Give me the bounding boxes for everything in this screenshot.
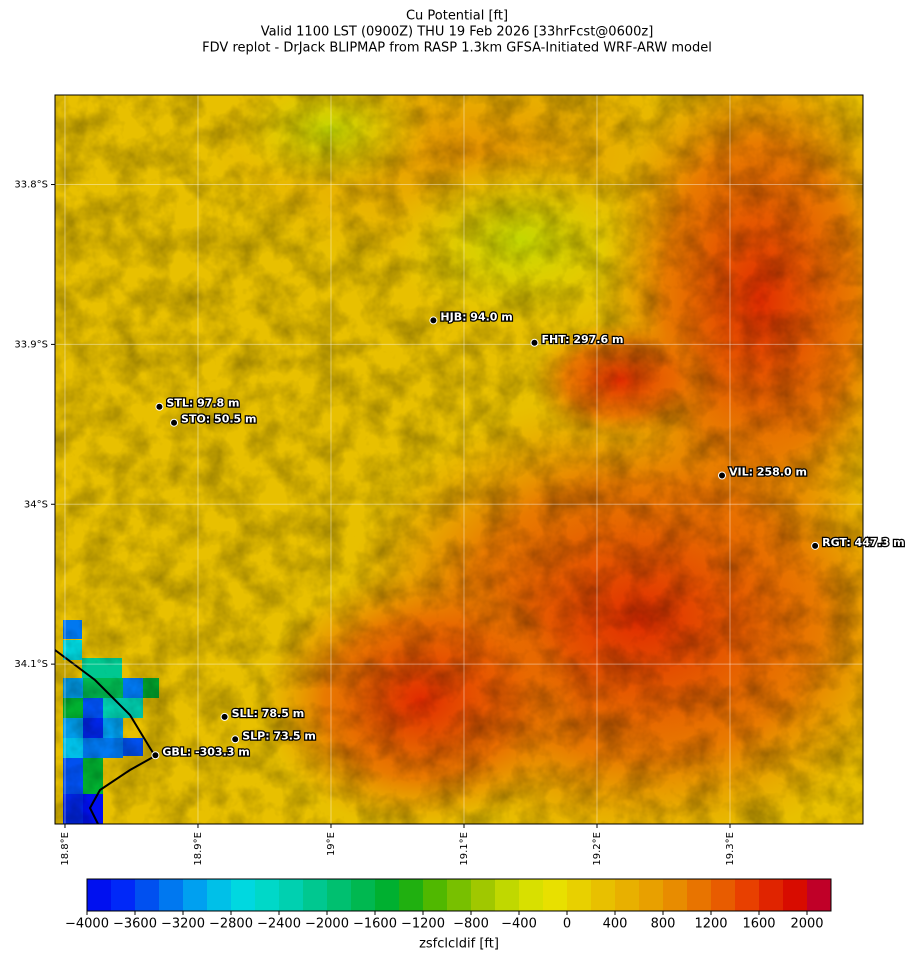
colorbar-tick-label: −3200 bbox=[161, 917, 205, 932]
colorbar-swatch bbox=[207, 879, 232, 911]
y-tick-label: 34°S bbox=[24, 499, 48, 510]
map-field bbox=[55, 95, 863, 824]
station-marker bbox=[220, 712, 229, 721]
colorbar-swatch bbox=[759, 879, 784, 911]
colorbar-tick-label: −2800 bbox=[209, 917, 253, 932]
station-label: HJB: 94.0 m bbox=[440, 310, 512, 323]
station-marker bbox=[170, 418, 179, 427]
colorbar-swatch bbox=[159, 879, 184, 911]
colorbar-swatch bbox=[255, 879, 280, 911]
colorbar-tick-label: −3600 bbox=[113, 917, 157, 932]
colorbar-swatch bbox=[375, 879, 400, 911]
station-label: STL: 97.8 m bbox=[166, 397, 239, 410]
colorbar-swatch bbox=[303, 879, 328, 911]
station-label: SLP: 73.5 m bbox=[242, 729, 316, 742]
colorbar-swatch bbox=[183, 879, 208, 911]
colorbar-swatch bbox=[591, 879, 616, 911]
x-tick-label: 18.9°E bbox=[193, 832, 204, 866]
colorbar-swatch bbox=[639, 879, 664, 911]
station-marker bbox=[530, 338, 539, 347]
colorbar-swatch bbox=[543, 879, 568, 911]
subtitle: FDV replot - DrJack BLIPMAP from RASP 1.… bbox=[202, 41, 712, 56]
colorbar-swatch bbox=[687, 879, 712, 911]
map-frame bbox=[54, 94, 864, 825]
colorbar-label: zsfclcldif [ft] bbox=[419, 937, 499, 952]
colorbar-swatch bbox=[231, 879, 256, 911]
colorbar-swatch bbox=[423, 879, 448, 911]
colorbar-swatch bbox=[471, 879, 496, 911]
station-label: FHT: 297.6 m bbox=[541, 333, 623, 346]
station-label: VIL: 258.0 m bbox=[729, 465, 807, 478]
colorbar: −4000 −3600 −3200 −2800 −2400 −2000 −1600 −1200… bbox=[65, 878, 832, 932]
y-tick-label: 33.8°S bbox=[14, 180, 48, 191]
colorbar-swatch bbox=[135, 879, 160, 911]
colorbar-tick-label: 0 bbox=[563, 917, 571, 932]
station-label: STO: 50.5 m bbox=[181, 413, 256, 426]
colorbar-swatch bbox=[519, 879, 544, 911]
grid bbox=[55, 95, 863, 824]
colorbar-swatch bbox=[399, 879, 424, 911]
colorbar-swatch bbox=[615, 879, 640, 911]
colorbar-swatch bbox=[711, 879, 736, 911]
colorbar-tick-label: −1600 bbox=[353, 917, 397, 932]
colorbar-tick-label: 1600 bbox=[742, 917, 775, 932]
colorbar-tick-label: 800 bbox=[651, 917, 676, 932]
terrain-texture bbox=[55, 95, 863, 824]
y-tick-label: 34.1°S bbox=[14, 659, 48, 670]
station-label: RGT: 447.3 m bbox=[822, 536, 905, 549]
x-tick-label: 19°E bbox=[326, 832, 337, 856]
station-marker bbox=[231, 735, 240, 744]
colorbar-swatch bbox=[807, 879, 832, 911]
subtitle: Valid 1100 LST (0900Z) THU 19 Feb 2026 [… bbox=[261, 25, 654, 40]
colorbar-swatch bbox=[567, 879, 592, 911]
x-tick-label: 19.2°E bbox=[592, 832, 603, 866]
colorbar-swatch bbox=[783, 879, 808, 911]
colorbar-tick-label: −400 bbox=[501, 917, 537, 932]
station-marker bbox=[155, 402, 164, 411]
colorbar-swatch bbox=[279, 879, 304, 911]
colorbar-swatch bbox=[351, 879, 376, 911]
colorbar-tick-label: −2400 bbox=[257, 917, 301, 932]
colorbar-tick-label: −2000 bbox=[305, 917, 349, 932]
colorbar-swatch bbox=[327, 879, 352, 911]
colorbar-tick-label: 400 bbox=[603, 917, 628, 932]
station-label: GBL: -303.3 m bbox=[162, 745, 249, 758]
colorbar-swatch bbox=[663, 879, 688, 911]
y-tick-label: 33.9°S bbox=[14, 339, 48, 350]
colorbar-tick-label: 1200 bbox=[694, 917, 727, 932]
station-marker bbox=[811, 541, 820, 550]
title: Cu Potential [ft] bbox=[406, 9, 508, 24]
colorbar-swatch bbox=[447, 879, 472, 911]
colorbar-swatch bbox=[87, 879, 112, 911]
colorbar-tick-label: 2000 bbox=[790, 917, 823, 932]
colorbar-frame bbox=[86, 878, 832, 912]
x-tick-label: 19.3°E bbox=[725, 832, 736, 866]
x-tick-label: 19.1°E bbox=[459, 832, 470, 866]
station-marker bbox=[718, 471, 727, 480]
colorbar-tick-label: −4000 bbox=[65, 917, 109, 932]
colorbar-swatch bbox=[735, 879, 760, 911]
station-label: SLL: 78.5 m bbox=[232, 707, 305, 720]
colorbar-tick-label: −800 bbox=[453, 917, 489, 932]
station-marker bbox=[429, 316, 438, 325]
colorbar-swatch bbox=[495, 879, 520, 911]
station-marker bbox=[151, 751, 160, 760]
colorbar-swatch bbox=[111, 879, 136, 911]
colorbar-tick-label: −1200 bbox=[401, 917, 445, 932]
x-tick-label: 18.8°E bbox=[60, 832, 71, 866]
